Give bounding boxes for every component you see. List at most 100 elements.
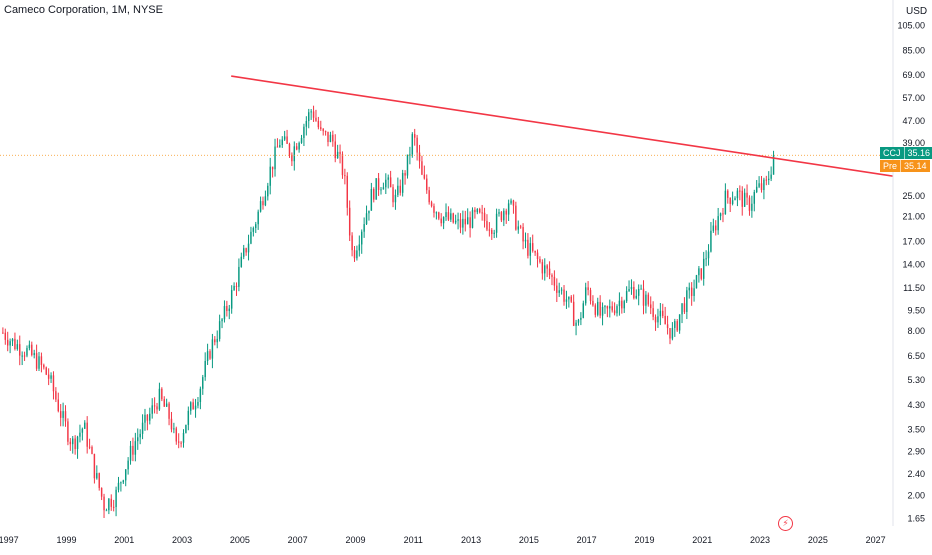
candle-body xyxy=(664,316,665,324)
candle-body xyxy=(667,324,668,328)
candle-body xyxy=(262,201,263,205)
time-tick-label: 2013 xyxy=(461,535,481,545)
candle-body xyxy=(347,176,348,208)
candle-body xyxy=(414,134,415,138)
candle-body xyxy=(31,345,32,355)
candle-body xyxy=(154,405,155,406)
candle-body xyxy=(171,419,172,430)
time-tick-label: 2007 xyxy=(288,535,308,545)
candle-body xyxy=(173,428,174,429)
candle-body xyxy=(431,202,432,206)
candle-body xyxy=(178,441,179,442)
candle-body xyxy=(159,389,160,410)
candle-body xyxy=(460,219,461,227)
candle-body xyxy=(168,404,169,419)
candle-body xyxy=(351,235,352,250)
candle-body xyxy=(55,391,56,399)
candle-body xyxy=(763,180,764,190)
candle-body xyxy=(255,224,256,228)
candle-body xyxy=(308,112,309,121)
lightning-icon[interactable]: ⚡ xyxy=(778,516,793,531)
candle-body xyxy=(202,377,203,389)
candle-body xyxy=(513,201,514,206)
candle-body xyxy=(624,301,625,308)
candle-body xyxy=(749,198,750,211)
candle-body xyxy=(233,286,234,290)
candle-body xyxy=(147,415,148,421)
candle-body xyxy=(595,305,596,314)
candle-body xyxy=(190,402,191,411)
price-tick-label: 9.50 xyxy=(907,306,925,316)
candle-body xyxy=(614,310,615,313)
candle-body xyxy=(342,154,343,175)
candle-body xyxy=(115,490,116,507)
candle-body xyxy=(710,231,711,252)
candle-body xyxy=(359,244,360,250)
candle-body xyxy=(21,356,22,357)
candle-body xyxy=(768,179,769,180)
price-axis: 105.0085.0069.0057.0047.0039.0025.0021.0… xyxy=(897,20,925,523)
candle-body xyxy=(583,303,584,318)
price-tick-label: 3.50 xyxy=(907,424,925,434)
candle-body xyxy=(758,183,759,186)
candle-body xyxy=(96,473,97,478)
candle-body xyxy=(717,216,718,230)
candle-body xyxy=(691,288,692,296)
candle-body xyxy=(5,333,6,340)
candle-body xyxy=(698,268,699,275)
candle-body xyxy=(657,316,658,322)
candle-body xyxy=(337,152,338,158)
candle-body xyxy=(38,356,39,368)
candle-body xyxy=(371,189,372,211)
candle-body xyxy=(607,306,608,308)
candle-body xyxy=(70,442,71,444)
candle-body xyxy=(267,186,268,197)
candle-body xyxy=(2,333,3,334)
time-tick-label: 2003 xyxy=(172,535,192,545)
candle-body xyxy=(619,301,620,306)
candle-body xyxy=(453,213,454,222)
candle-body xyxy=(43,365,44,367)
candle-body xyxy=(703,259,704,279)
candle-body xyxy=(204,361,205,377)
candle-body xyxy=(518,226,519,229)
candle-body xyxy=(318,121,319,127)
candle-body xyxy=(325,131,326,132)
last-price-symbol: CCJ xyxy=(880,147,904,159)
candle-body xyxy=(164,399,165,407)
candle-body xyxy=(192,402,193,409)
candle-body xyxy=(356,250,357,258)
candle-body xyxy=(366,213,367,224)
candle-body xyxy=(185,425,186,433)
candle-body xyxy=(395,195,396,202)
candle-body xyxy=(754,192,755,204)
candle-body xyxy=(448,212,449,219)
candle-body xyxy=(597,302,598,315)
candle-body xyxy=(243,248,244,257)
candle-body xyxy=(599,302,600,316)
candle-body xyxy=(469,217,470,228)
candle-body xyxy=(111,499,112,507)
candle-body xyxy=(253,228,254,232)
candle-body xyxy=(212,339,213,358)
candle-body xyxy=(363,224,364,232)
trendline[interactable] xyxy=(231,76,893,176)
candle-body xyxy=(127,461,128,470)
candle-body xyxy=(761,183,762,190)
candle-body xyxy=(166,404,167,407)
candle-body xyxy=(392,187,393,202)
candle-body xyxy=(9,341,10,345)
price-tick-label: 25.00 xyxy=(902,191,925,201)
candle-body xyxy=(436,212,437,213)
candle-body xyxy=(282,140,283,145)
candle-body xyxy=(744,193,745,207)
candle-body xyxy=(746,193,747,198)
candle-body xyxy=(491,230,492,234)
candle-body xyxy=(628,289,629,291)
candle-body xyxy=(409,154,410,155)
candle-body xyxy=(498,212,499,214)
candle-body xyxy=(118,483,119,490)
time-tick-label: 2023 xyxy=(750,535,770,545)
